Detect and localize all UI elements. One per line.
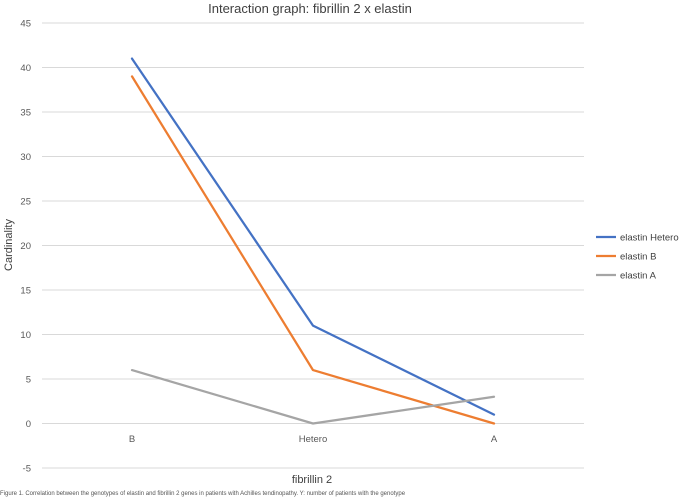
y-tick-label: 35 xyxy=(20,108,31,119)
y-tick-label: 25 xyxy=(20,197,31,208)
y-tick-label: 5 xyxy=(26,375,31,386)
y-tick-label: 20 xyxy=(20,241,31,252)
legend-label: elastin Hetero xyxy=(620,233,679,244)
x-tick-label: Hetero xyxy=(299,434,328,445)
legend-label: elastin B xyxy=(620,252,656,263)
y-tick-label: 10 xyxy=(20,330,31,341)
figure-caption: Figure 1. Correlation between the genoty… xyxy=(0,491,406,497)
series-line-elastin-a xyxy=(130,368,496,425)
series-line-elastin-hetero xyxy=(130,57,496,416)
y-tick-label: 0 xyxy=(26,419,31,430)
chart-title: Interaction graph: fibrillin 2 x elastin xyxy=(208,1,412,16)
x-tick-label: A xyxy=(491,434,498,445)
y-tick-label: 15 xyxy=(20,286,31,297)
series-lines xyxy=(130,57,496,425)
x-axis-title: fibrillin 2 xyxy=(292,474,332,486)
legend: elastin Hetero elastin B elastin A xyxy=(596,233,679,282)
gridlines xyxy=(42,22,584,469)
y-tick-label: -5 xyxy=(23,464,31,475)
x-axis-ticks: B Hetero A xyxy=(129,434,498,445)
y-axis-ticks: -5 0 5 10 15 20 25 30 35 40 45 xyxy=(20,19,31,475)
legend-label: elastin A xyxy=(620,271,657,282)
series-line-elastin-b xyxy=(130,75,496,425)
y-tick-label: 40 xyxy=(20,63,31,74)
y-tick-label: 45 xyxy=(20,19,31,30)
x-tick-label: B xyxy=(129,434,135,445)
y-tick-label: 30 xyxy=(20,152,31,163)
y-axis-title: Cardinality xyxy=(3,219,15,271)
